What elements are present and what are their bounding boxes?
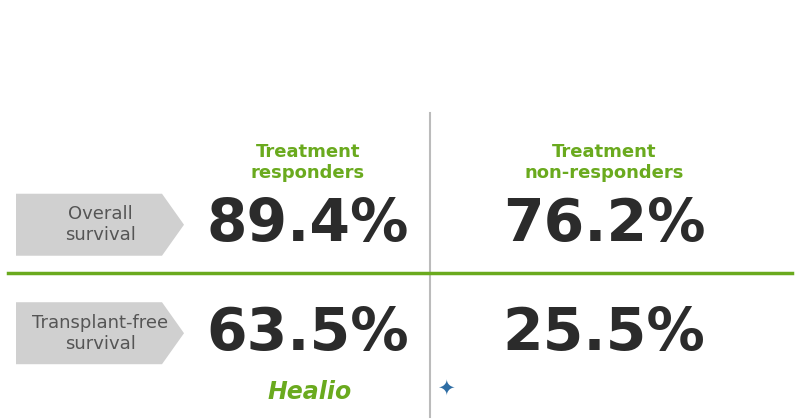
Text: Patients with acute kidney injury who responded: Patients with acute kidney injury who re… <box>111 32 689 52</box>
Text: ✦: ✦ <box>438 379 454 399</box>
Text: 25.5%: 25.5% <box>502 305 706 362</box>
Polygon shape <box>16 302 184 364</box>
Text: Overall
survival: Overall survival <box>65 205 135 244</box>
Text: 76.2%: 76.2% <box>502 196 706 253</box>
Text: 89.4%: 89.4% <box>206 196 410 253</box>
Polygon shape <box>16 194 184 256</box>
Text: Healio: Healio <box>268 380 352 404</box>
Text: 63.5%: 63.5% <box>206 305 410 362</box>
Text: Treatment
non-responders: Treatment non-responders <box>524 143 684 182</box>
Text: treatment had increased 90-day survival:: treatment had increased 90-day survival: <box>156 73 644 92</box>
Text: Treatment
responders: Treatment responders <box>251 143 365 182</box>
Text: Transplant-free
survival: Transplant-free survival <box>32 314 168 353</box>
